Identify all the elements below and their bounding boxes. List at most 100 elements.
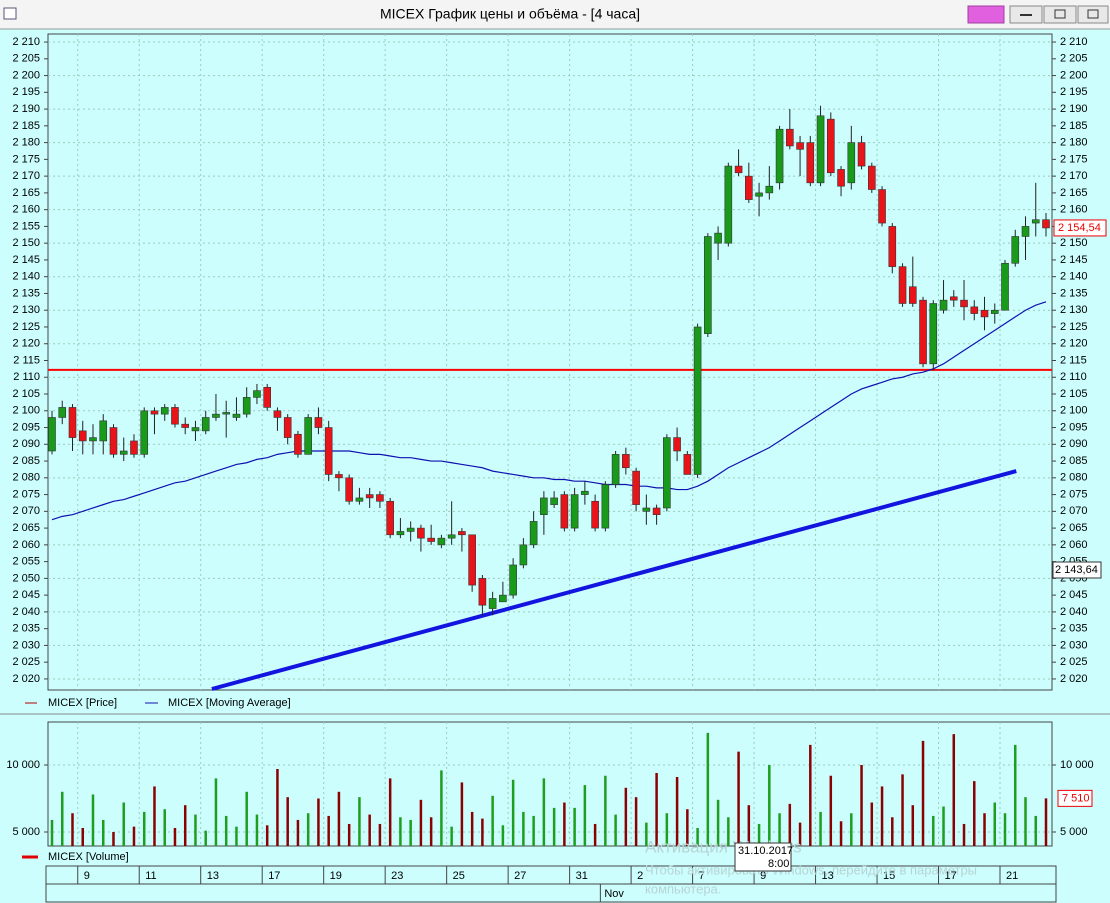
candle-body bbox=[78, 430, 87, 442]
y-tick-label-right: 2 045 bbox=[1060, 589, 1088, 601]
y-tick-label-right: 2 030 bbox=[1060, 639, 1088, 651]
pin-button[interactable] bbox=[967, 5, 1005, 24]
y-tick-label-right: 2 120 bbox=[1060, 338, 1088, 350]
x-tick-label: 2 bbox=[637, 870, 643, 882]
candle-body bbox=[1021, 226, 1030, 237]
candle-body bbox=[816, 115, 825, 184]
y-tick-label: 2 050 bbox=[12, 572, 40, 584]
candle-body bbox=[714, 232, 722, 244]
y-tick-label: 2 075 bbox=[12, 488, 40, 500]
candle-body bbox=[232, 413, 241, 418]
candle-body bbox=[1031, 219, 1040, 224]
candle-body bbox=[867, 165, 876, 190]
candle-body bbox=[570, 494, 579, 529]
candle-body bbox=[222, 412, 231, 415]
y-tick-label-right: 2 160 bbox=[1060, 204, 1088, 216]
candle-body bbox=[314, 417, 323, 428]
candle-body bbox=[119, 450, 128, 455]
candle-body bbox=[48, 417, 56, 452]
y-tick-label: 2 030 bbox=[12, 639, 40, 651]
y-tick-label-right: 2 170 bbox=[1060, 170, 1088, 182]
y-tick-label-right: 2 105 bbox=[1060, 388, 1088, 400]
y-tick-label: 2 165 bbox=[12, 187, 40, 199]
candle-body bbox=[212, 413, 220, 418]
y-tick-label: 2 025 bbox=[12, 656, 40, 668]
x-tick-label: 31 bbox=[576, 870, 588, 882]
candle-body bbox=[806, 142, 815, 184]
watermark-text: Чтобы активировать Windows, перейдите в … bbox=[645, 862, 977, 877]
candle-body bbox=[652, 507, 661, 515]
y-tick-label-right: 2 020 bbox=[1060, 673, 1088, 685]
y-tick-label-right: 2 090 bbox=[1060, 438, 1088, 450]
y-tick-label: 2 135 bbox=[12, 287, 40, 299]
price-plot-area bbox=[47, 33, 1053, 691]
candle-body bbox=[642, 507, 651, 512]
x-tick-label: 11 bbox=[145, 870, 156, 882]
y-tick-label: 2 145 bbox=[12, 254, 40, 266]
candle-body bbox=[488, 598, 497, 609]
candle-body bbox=[150, 410, 159, 415]
x-tick-label: 13 bbox=[822, 870, 834, 882]
candle-body bbox=[181, 423, 190, 428]
restore-button[interactable] bbox=[1043, 5, 1077, 24]
y-tick-label: 2 085 bbox=[12, 455, 40, 467]
y-tick-label-right: 2 175 bbox=[1060, 153, 1088, 165]
y-tick-label-right: 2 145 bbox=[1060, 254, 1088, 266]
y-tick-label-right: 2 135 bbox=[1060, 287, 1088, 299]
candle-body bbox=[908, 286, 917, 304]
candle-body bbox=[171, 407, 179, 425]
candle-body bbox=[693, 326, 702, 475]
legend-label: MICEX [Price] bbox=[48, 697, 117, 709]
candle-body bbox=[560, 494, 569, 529]
y-tick-label: 2 155 bbox=[12, 220, 40, 232]
y2-tick-label-right: 10 000 bbox=[1060, 759, 1094, 771]
y-tick-label-right: 2 115 bbox=[1060, 354, 1087, 366]
candle-body bbox=[253, 390, 261, 398]
y-tick-label-right: 2 195 bbox=[1060, 86, 1088, 98]
y-tick-label-right: 2 200 bbox=[1060, 69, 1088, 81]
candle-body bbox=[550, 497, 558, 505]
candle-body bbox=[775, 128, 784, 184]
y-tick-label-right: 2 060 bbox=[1060, 539, 1088, 551]
candle-body bbox=[837, 169, 845, 187]
candle-body bbox=[427, 537, 435, 542]
candle-body bbox=[734, 165, 743, 174]
candle-body bbox=[263, 387, 271, 408]
y-tick-label-right: 2 100 bbox=[1060, 405, 1088, 417]
y-tick-label-right: 2 080 bbox=[1060, 472, 1088, 484]
candle-body bbox=[273, 410, 282, 418]
y-tick-label-right: 2 190 bbox=[1060, 103, 1088, 115]
y-tick-label: 2 045 bbox=[12, 589, 40, 601]
x-tick-label: 17 bbox=[268, 870, 280, 882]
candle-body bbox=[417, 527, 425, 539]
candle-body bbox=[365, 494, 374, 499]
candle-body bbox=[611, 454, 620, 485]
candle-body bbox=[960, 299, 968, 308]
close-button[interactable] bbox=[1077, 5, 1109, 24]
candle-body bbox=[878, 189, 886, 224]
candle-body bbox=[499, 594, 507, 603]
y-tick-label: 2 170 bbox=[12, 170, 40, 182]
candle-body bbox=[396, 531, 405, 536]
y2-tick-label: 5 000 bbox=[12, 826, 40, 838]
candle-body bbox=[386, 500, 394, 536]
candle-body bbox=[663, 437, 671, 509]
x-tick-label: 9 bbox=[760, 870, 766, 882]
y-tick-label-right: 2 185 bbox=[1060, 120, 1088, 132]
window-icon[interactable] bbox=[3, 7, 17, 20]
y-tick-label-right: 2 035 bbox=[1060, 623, 1088, 635]
candle-body bbox=[847, 142, 856, 184]
y2-tick-label: 10 000 bbox=[6, 759, 40, 771]
x-tick-label: 17 bbox=[945, 870, 957, 882]
cursor-price-box bbox=[1052, 561, 1102, 579]
y-tick-label-right: 2 075 bbox=[1060, 488, 1088, 500]
y-tick-label: 2 130 bbox=[12, 304, 40, 316]
y-tick-label: 2 065 bbox=[12, 522, 40, 534]
candle-body bbox=[591, 500, 599, 529]
y-tick-label: 2 185 bbox=[12, 120, 40, 132]
y-tick-label-right: 2 180 bbox=[1060, 137, 1088, 149]
y-tick-label: 2 040 bbox=[12, 606, 40, 618]
y-tick-label: 2 120 bbox=[12, 338, 40, 350]
y-tick-label: 2 115 bbox=[13, 354, 40, 366]
